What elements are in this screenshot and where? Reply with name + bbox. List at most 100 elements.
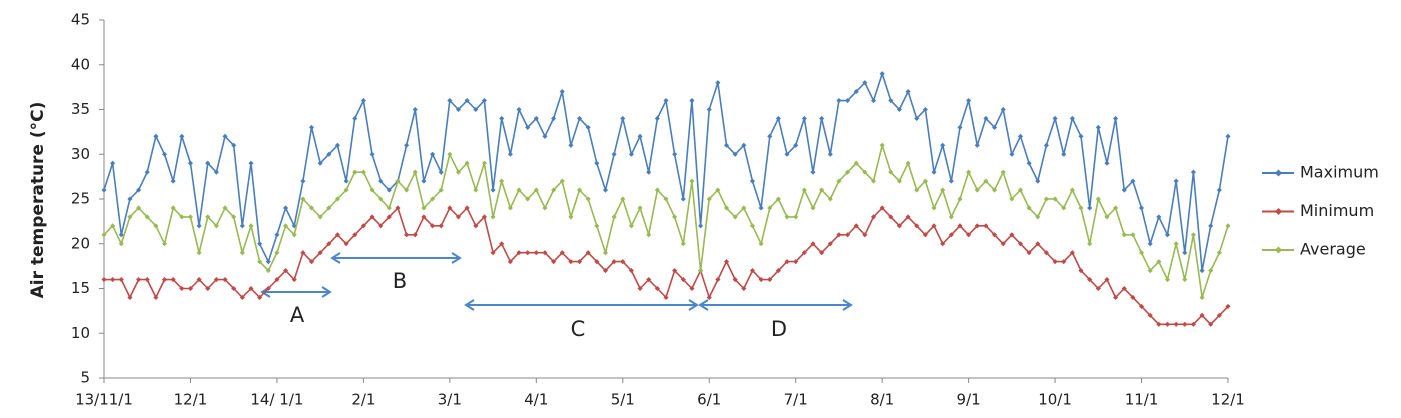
marker bbox=[239, 294, 245, 300]
x-tick-label: 3/1 bbox=[438, 391, 462, 409]
marker bbox=[1199, 268, 1205, 274]
marker bbox=[525, 196, 531, 202]
marker bbox=[161, 277, 168, 283]
arrow bbox=[698, 299, 853, 311]
marker bbox=[1000, 169, 1006, 175]
marker bbox=[1130, 232, 1136, 238]
marker bbox=[1121, 187, 1127, 193]
marker bbox=[283, 268, 289, 274]
marker bbox=[1199, 294, 1205, 300]
marker bbox=[1043, 250, 1049, 256]
marker bbox=[144, 169, 150, 175]
marker bbox=[628, 151, 634, 157]
marker bbox=[1113, 115, 1119, 121]
marker bbox=[948, 214, 954, 220]
marker bbox=[525, 250, 531, 256]
marker bbox=[343, 178, 349, 184]
marker bbox=[1173, 178, 1179, 184]
marker bbox=[905, 160, 911, 166]
marker bbox=[1095, 196, 1101, 202]
marker bbox=[231, 142, 237, 148]
marker bbox=[170, 178, 176, 184]
series-line bbox=[103, 71, 1229, 271]
marker bbox=[187, 160, 194, 166]
marker bbox=[1061, 151, 1067, 157]
marker bbox=[516, 106, 522, 113]
marker bbox=[646, 232, 652, 238]
annotation: C bbox=[571, 317, 586, 341]
marker bbox=[136, 187, 142, 193]
marker bbox=[905, 214, 911, 220]
marker bbox=[438, 223, 444, 229]
marker bbox=[1113, 294, 1119, 300]
marker bbox=[421, 205, 427, 211]
marker bbox=[257, 259, 263, 265]
legend-label: Minimum bbox=[1300, 201, 1374, 220]
marker bbox=[680, 277, 686, 283]
marker bbox=[931, 205, 937, 211]
marker bbox=[983, 223, 989, 229]
x-tick-label: 6/1 bbox=[697, 391, 721, 409]
marker bbox=[1026, 160, 1032, 166]
marker bbox=[983, 178, 989, 184]
marker bbox=[144, 277, 150, 283]
arrow bbox=[260, 286, 332, 298]
marker bbox=[905, 89, 911, 95]
marker bbox=[810, 205, 816, 211]
y-tick-label: 40 bbox=[71, 55, 90, 73]
marker bbox=[317, 250, 323, 256]
marker bbox=[1147, 312, 1153, 318]
marker bbox=[628, 268, 634, 274]
marker bbox=[360, 98, 366, 104]
marker bbox=[404, 142, 410, 148]
legend-label: Average bbox=[1300, 240, 1366, 259]
marker bbox=[758, 205, 764, 211]
marker bbox=[248, 223, 254, 229]
marker bbox=[966, 169, 972, 175]
marker bbox=[153, 133, 159, 139]
marker bbox=[239, 250, 245, 256]
marker bbox=[646, 277, 652, 283]
marker bbox=[1182, 277, 1188, 283]
marker bbox=[257, 294, 263, 300]
marker bbox=[551, 259, 557, 265]
marker bbox=[412, 169, 418, 175]
marker bbox=[326, 205, 332, 211]
marker bbox=[1156, 259, 1162, 265]
marker bbox=[715, 80, 721, 86]
marker bbox=[1121, 232, 1127, 238]
marker bbox=[836, 232, 842, 238]
marker bbox=[611, 259, 617, 265]
marker bbox=[646, 169, 652, 175]
marker bbox=[438, 169, 444, 175]
marker bbox=[386, 214, 392, 220]
marker bbox=[507, 205, 513, 211]
marker bbox=[706, 106, 712, 113]
marker bbox=[879, 205, 885, 211]
marker bbox=[1087, 277, 1093, 283]
marker bbox=[879, 142, 885, 148]
marker bbox=[1190, 169, 1196, 175]
annotation: B bbox=[393, 269, 407, 293]
annotation: D bbox=[771, 317, 787, 341]
marker bbox=[447, 151, 453, 157]
marker bbox=[931, 169, 937, 175]
marker bbox=[222, 277, 228, 283]
marker bbox=[1216, 187, 1222, 193]
marker bbox=[1138, 303, 1145, 309]
marker bbox=[1078, 133, 1084, 139]
marker bbox=[1104, 277, 1110, 283]
marker bbox=[421, 178, 427, 184]
x-tick-label: 13/11/1 bbox=[75, 391, 133, 409]
y-tick-label: 10 bbox=[71, 324, 90, 342]
marker bbox=[862, 169, 868, 175]
marker bbox=[490, 214, 496, 220]
marker bbox=[672, 151, 678, 157]
marker bbox=[845, 169, 851, 175]
x-tick-label: 10/1 bbox=[1038, 391, 1072, 409]
marker bbox=[637, 205, 643, 211]
marker bbox=[672, 268, 678, 274]
marker bbox=[1104, 160, 1110, 166]
marker bbox=[1147, 268, 1153, 274]
